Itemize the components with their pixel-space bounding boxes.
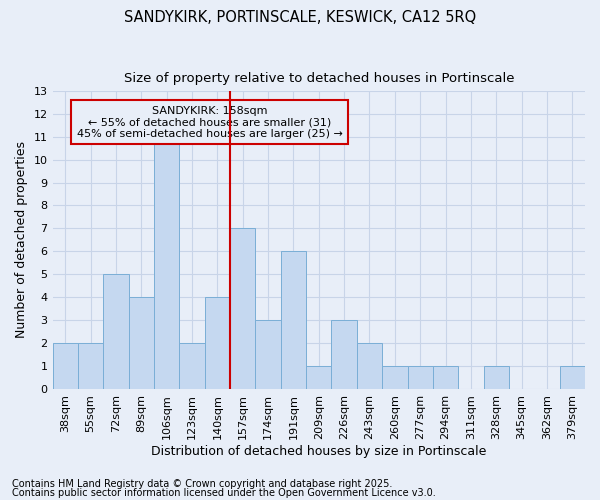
Text: SANDYKIRK, PORTINSCALE, KESWICK, CA12 5RQ: SANDYKIRK, PORTINSCALE, KESWICK, CA12 5R… xyxy=(124,10,476,25)
Bar xyxy=(154,136,179,389)
Y-axis label: Number of detached properties: Number of detached properties xyxy=(15,142,28,338)
Bar xyxy=(382,366,407,389)
Bar xyxy=(230,228,256,389)
Bar xyxy=(53,343,78,389)
Bar xyxy=(103,274,128,389)
Bar xyxy=(306,366,331,389)
Bar xyxy=(205,297,230,389)
X-axis label: Distribution of detached houses by size in Portinscale: Distribution of detached houses by size … xyxy=(151,444,487,458)
Bar xyxy=(433,366,458,389)
Title: Size of property relative to detached houses in Portinscale: Size of property relative to detached ho… xyxy=(124,72,514,86)
Bar xyxy=(78,343,103,389)
Bar xyxy=(484,366,509,389)
Bar xyxy=(256,320,281,389)
Bar xyxy=(179,343,205,389)
Bar xyxy=(560,366,585,389)
Text: SANDYKIRK: 158sqm
← 55% of detached houses are smaller (31)
45% of semi-detached: SANDYKIRK: 158sqm ← 55% of detached hous… xyxy=(77,106,343,139)
Bar xyxy=(281,252,306,389)
Text: Contains public sector information licensed under the Open Government Licence v3: Contains public sector information licen… xyxy=(12,488,436,498)
Bar xyxy=(331,320,357,389)
Bar xyxy=(357,343,382,389)
Bar xyxy=(128,297,154,389)
Bar xyxy=(407,366,433,389)
Text: Contains HM Land Registry data © Crown copyright and database right 2025.: Contains HM Land Registry data © Crown c… xyxy=(12,479,392,489)
